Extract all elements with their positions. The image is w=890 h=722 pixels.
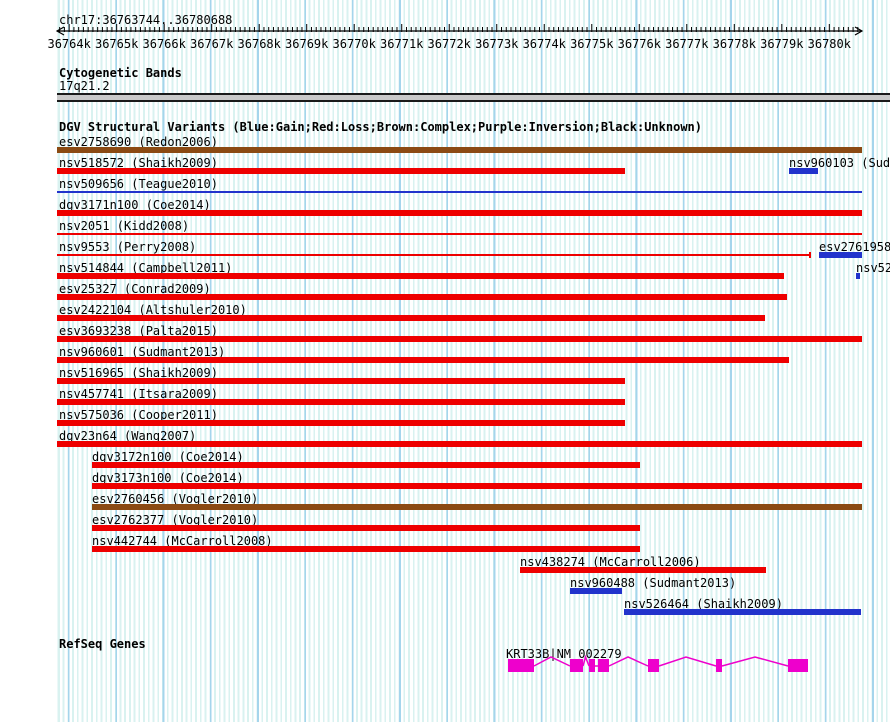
variant-label[interactable]: esv25327 (Conrad2009) bbox=[59, 282, 211, 296]
variant-label[interactable]: nsv514844 (Campbell2011) bbox=[59, 261, 233, 275]
ruler-tick-label: 36772k bbox=[428, 37, 472, 51]
ruler-tick-label: 36775k bbox=[570, 37, 614, 51]
exon-box[interactable] bbox=[648, 659, 659, 672]
exon-box[interactable] bbox=[508, 659, 534, 672]
variant-label[interactable]: nsv518572 (Shaikh2009) bbox=[59, 156, 218, 170]
variant-bar-loss[interactable] bbox=[57, 357, 789, 363]
ruler-tick-label: 36779k bbox=[760, 37, 804, 51]
ruler-tick-label: 36770k bbox=[333, 37, 377, 51]
variant-label[interactable]: nsv575036 (Cooper2011) bbox=[59, 408, 218, 422]
variant-label[interactable]: dgv3171n100 (Coe2014) bbox=[59, 198, 211, 212]
variant-bar-loss[interactable] bbox=[57, 294, 787, 300]
coordinate-ruler: 36764k 36765k 36766k 36767k 36768k 36769k 3677… bbox=[47, 24, 864, 51]
variant-label[interactable]: esv2422104 (Altshuler2010) bbox=[59, 303, 247, 317]
variant-bar-loss[interactable] bbox=[57, 273, 784, 279]
variant-label[interactable]: dgv3173n100 (Coe2014) bbox=[92, 471, 244, 485]
variant-bar-loss[interactable] bbox=[57, 315, 765, 321]
cytoband-name: 17q21.2 bbox=[59, 79, 110, 93]
ruler-tick-label: 36776k bbox=[618, 37, 662, 51]
variant-label[interactable]: esv2760456 (Vogler2010) bbox=[92, 492, 259, 506]
variant-bar-loss[interactable] bbox=[57, 420, 625, 426]
variant-bar-gain[interactable] bbox=[819, 252, 862, 258]
variant-label[interactable]: nsv52 bbox=[856, 261, 890, 275]
variant-label[interactable]: esv2761958 ( bbox=[819, 240, 890, 254]
variant-bar-end-cap bbox=[809, 252, 811, 258]
cytoband-bar[interactable] bbox=[57, 93, 890, 102]
ruler-tick-label: 36768k bbox=[238, 37, 282, 51]
variant-label[interactable]: nsv960601 (Sudmant2013) bbox=[59, 345, 226, 359]
ruler-tick-label: 36777k bbox=[665, 37, 709, 51]
variant-bar-gain[interactable] bbox=[570, 588, 622, 594]
ruler-tick-label: 36773k bbox=[475, 37, 519, 51]
dgv-section-header: DGV Structural Variants (Blue:Gain;Red:L… bbox=[59, 120, 702, 134]
variant-bar-loss[interactable] bbox=[92, 483, 862, 489]
variant-label[interactable]: dgv3172n100 (Coe2014) bbox=[92, 450, 244, 464]
variant-label[interactable]: nsv960488 (Sudmant2013) bbox=[570, 576, 737, 590]
ruler-tick-label: 36774k bbox=[523, 37, 567, 51]
variant-bar-loss[interactable] bbox=[57, 254, 809, 256]
gene-label[interactable]: KRT33B|NM_002279 bbox=[506, 647, 622, 661]
variant-label[interactable]: dgv23n64 (Wang2007) bbox=[59, 429, 197, 443]
ruler-tick-label: 36778k bbox=[713, 37, 757, 51]
variant-label[interactable]: nsv516965 (Shaikh2009) bbox=[59, 366, 218, 380]
intron-connector bbox=[721, 656, 789, 667]
variant-label[interactable]: nsv438274 (McCarroll2006) bbox=[520, 555, 701, 569]
exon-box[interactable] bbox=[570, 659, 583, 672]
variant-label[interactable]: nsv960103 (Sudman bbox=[789, 156, 890, 170]
variant-label[interactable]: nsv509656 (Teague2010) bbox=[59, 177, 218, 191]
variant-label[interactable]: esv2758690 (Redon2006) bbox=[59, 135, 218, 149]
variant-bar-gain[interactable] bbox=[57, 191, 862, 193]
variant-bar-loss[interactable] bbox=[57, 336, 862, 342]
variant-label[interactable]: nsv2051 (Kidd2008) bbox=[59, 219, 190, 233]
variant-bar-loss[interactable] bbox=[57, 168, 625, 174]
ruler-tick-label: 36767k bbox=[190, 37, 234, 51]
ruler-tick-label: 36769k bbox=[285, 37, 329, 51]
variant-bar-loss[interactable] bbox=[57, 233, 862, 235]
exon-box[interactable] bbox=[589, 659, 595, 672]
variant-bar-gain[interactable] bbox=[856, 273, 860, 279]
variant-bar-loss[interactable] bbox=[57, 399, 625, 405]
variant-bar-loss[interactable] bbox=[92, 462, 640, 468]
refseq-section-header: RefSeq Genes bbox=[59, 637, 146, 651]
intron-connector bbox=[608, 656, 649, 667]
intron-connector bbox=[582, 654, 590, 667]
ruler-tick-label: 36780k bbox=[808, 37, 852, 51]
variant-bar-loss[interactable] bbox=[57, 378, 625, 384]
cytoband-section-header: Cytogenetic Bands bbox=[59, 66, 182, 80]
variant-bar-loss[interactable] bbox=[57, 210, 862, 216]
ruler-tick-label: 36766k bbox=[143, 37, 187, 51]
variant-label[interactable]: nsv457741 (Itsara2009) bbox=[59, 387, 218, 401]
exon-box[interactable] bbox=[788, 659, 808, 672]
variant-bar-loss[interactable] bbox=[92, 546, 640, 552]
region-title: chr17:36763744..36780688 bbox=[59, 13, 233, 27]
variant-bar-gain[interactable] bbox=[789, 168, 818, 174]
variant-bar-loss[interactable] bbox=[92, 525, 640, 531]
variant-label[interactable]: nsv442744 (McCarroll2008) bbox=[92, 534, 273, 548]
variant-label[interactable]: esv3693238 (Palta2015) bbox=[59, 324, 218, 338]
exon-box[interactable] bbox=[716, 659, 722, 672]
variant-bar-loss[interactable] bbox=[520, 567, 766, 573]
intron-connector bbox=[533, 656, 571, 667]
variant-bar-loss[interactable] bbox=[57, 441, 862, 447]
variant-bar-complex[interactable] bbox=[57, 147, 862, 153]
variant-label[interactable]: esv2762377 (Vogler2010) bbox=[92, 513, 259, 527]
variant-label[interactable]: nsv526464 (Shaikh2009) bbox=[624, 597, 783, 611]
exon-box[interactable] bbox=[598, 659, 609, 672]
ruler-tick-label: 36765k bbox=[95, 37, 139, 51]
ruler-tick-label: 36764k bbox=[47, 37, 91, 51]
intron-connector bbox=[658, 656, 717, 667]
variant-label[interactable]: nsv9553 (Perry2008) bbox=[59, 240, 197, 254]
variant-bar-gain[interactable] bbox=[624, 609, 861, 615]
ruler-tick-label: 36771k bbox=[380, 37, 424, 51]
variant-bar-complex[interactable] bbox=[92, 504, 862, 510]
